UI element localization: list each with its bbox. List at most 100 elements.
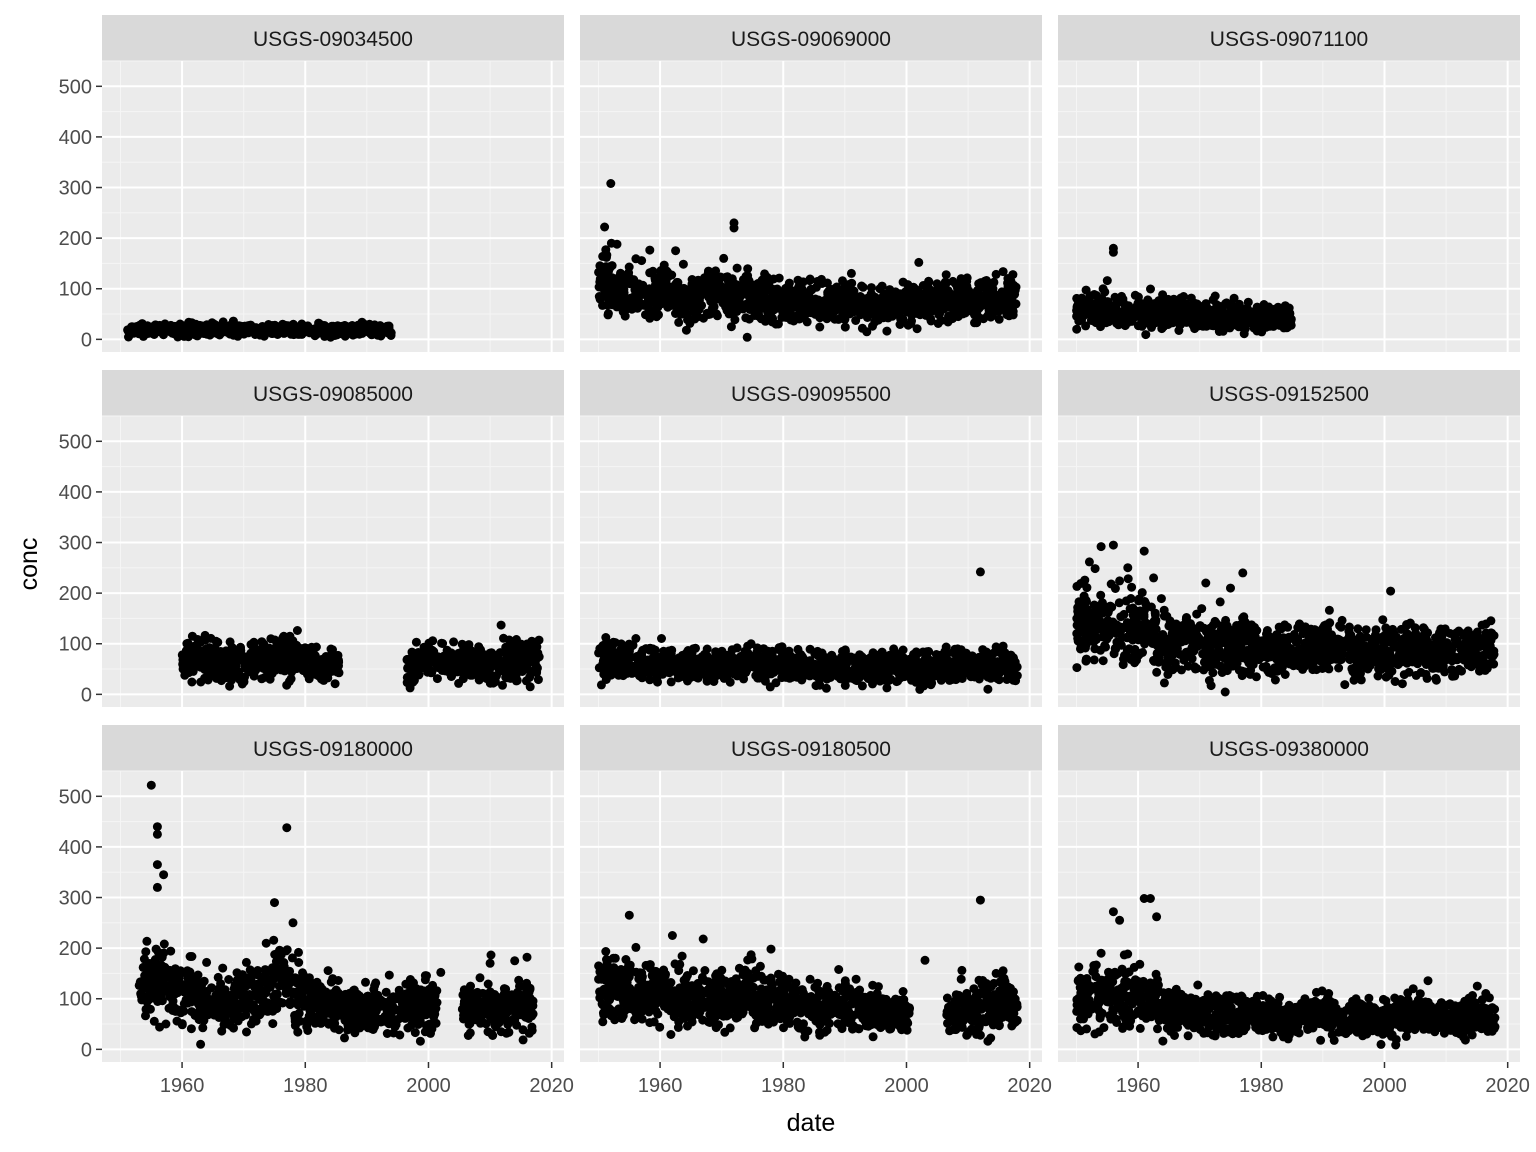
point-layer [177,620,544,693]
data-point [427,667,437,677]
data-point [159,330,168,340]
data-point [929,667,939,677]
data-point [852,661,862,671]
data-point [988,668,998,678]
data-point [664,646,674,656]
data-point [694,669,704,679]
data-point [287,325,296,335]
data-point [645,245,655,255]
data-point [694,286,704,296]
data-point [851,316,861,325]
data-point [887,311,897,321]
data-point [794,314,804,324]
point-layer [123,316,396,342]
data-point [1098,656,1108,666]
data-point [787,301,797,311]
data-point [1284,303,1294,313]
data-point [1098,284,1108,294]
data-point [868,662,878,672]
point-layer [594,567,1022,694]
data-point [292,626,302,635]
data-point [652,282,662,291]
facet-strip [102,370,564,416]
data-point [601,262,611,272]
data-point [641,657,651,667]
data-point [200,322,210,331]
data-point [200,665,210,675]
data-point [498,680,507,690]
facet-strip [1058,370,1520,416]
data-point [637,256,647,266]
data-point [801,292,811,302]
data-point [145,327,154,337]
data-point [638,280,648,290]
data-point [137,326,147,336]
data-point [332,655,342,665]
data-point [856,667,866,677]
data-point [187,631,197,641]
data-point [793,644,803,654]
data-point [956,303,966,313]
data-point [935,650,945,660]
data-point [1146,284,1155,294]
data-point [732,263,742,273]
data-point [1114,320,1123,330]
data-point [187,677,197,687]
data-point [704,284,714,293]
data-point [764,297,774,307]
outlier-point [975,567,985,577]
data-point [811,309,820,319]
data-point [1227,310,1237,320]
data-point [840,282,850,292]
data-point [741,313,751,323]
data-point [757,275,767,285]
data-point [457,639,467,649]
data-point [951,650,961,660]
data-point [270,635,280,645]
data-point [766,669,776,679]
data-point [743,264,753,274]
data-point [732,654,742,664]
data-point [648,295,658,304]
data-point [674,303,684,313]
data-point [627,668,637,678]
data-point [442,663,452,673]
data-point [608,656,618,666]
data-point [856,652,866,662]
data-point [250,330,260,339]
data-point [801,659,810,669]
data-point [1188,317,1198,327]
data-point [845,309,855,319]
data-point [666,282,676,292]
outlier-point [1102,276,1112,286]
data-point [962,652,972,662]
facet-strip-label: USGS-09085000 [253,383,413,406]
data-point [251,323,261,333]
data-point [249,651,259,661]
y-tick-label: 500 [59,431,92,453]
facet-strip [580,370,1042,416]
data-point [1215,302,1225,311]
data-point [668,294,678,304]
outlier-point [196,637,206,647]
data-point [687,275,697,284]
data-point [726,322,736,332]
data-point [620,311,630,321]
data-point [720,663,730,673]
point-layer [1072,540,1499,697]
y-tick-label: 200 [59,228,92,250]
data-point [754,308,763,318]
data-point [605,643,615,653]
data-point [880,308,890,318]
data-point [697,279,707,289]
data-point [1247,307,1257,317]
data-point [795,285,805,295]
data-point [601,649,611,659]
data-point [882,326,892,336]
data-point [311,324,321,334]
data-point [1075,298,1085,308]
data-point [420,660,430,670]
outlier-point [1108,247,1118,257]
data-point [924,276,934,286]
